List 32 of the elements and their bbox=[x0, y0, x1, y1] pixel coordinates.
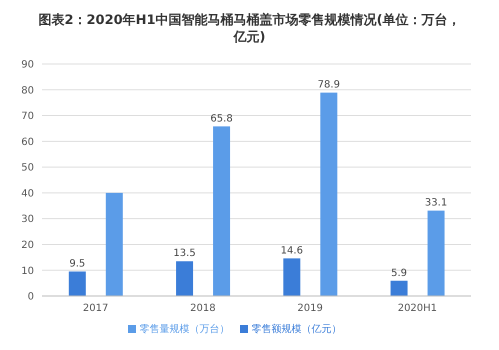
x-tick-label: 2019 bbox=[297, 303, 323, 314]
y-tick-label: 0 bbox=[28, 292, 34, 303]
y-tick-label: 50 bbox=[21, 162, 34, 174]
data-label: 33.1 bbox=[424, 198, 448, 209]
bar bbox=[176, 261, 194, 296]
x-tick-label: 2020H1 bbox=[398, 303, 438, 314]
data-label: 14.6 bbox=[280, 245, 303, 256]
bar bbox=[283, 258, 300, 296]
data-label: 78.9 bbox=[318, 80, 340, 91]
y-tick-label: 30 bbox=[21, 214, 34, 226]
bar bbox=[320, 92, 338, 296]
y-tick-label: 40 bbox=[21, 188, 34, 200]
legend-label: 零售额规模（亿元） bbox=[252, 324, 342, 335]
x-tick-label: 2018 bbox=[190, 303, 216, 314]
data-label: 65.8 bbox=[210, 113, 233, 124]
y-tick-label: 60 bbox=[21, 136, 34, 148]
y-tick-label: 70 bbox=[21, 111, 34, 122]
y-tick-label: 80 bbox=[21, 85, 34, 96]
bar bbox=[213, 126, 230, 296]
data-label: 9.5 bbox=[69, 258, 86, 270]
data-label: 13.5 bbox=[173, 248, 196, 260]
bar bbox=[68, 272, 86, 296]
y-tick-label: 10 bbox=[21, 266, 34, 277]
y-tick-label: 90 bbox=[21, 60, 34, 71]
y-tick-label: 20 bbox=[21, 240, 34, 251]
bar bbox=[390, 280, 408, 296]
x-tick-label: 2017 bbox=[82, 303, 108, 314]
data-label: 5.9 bbox=[391, 268, 408, 279]
legend-label: 零售量规模（万台） bbox=[140, 324, 230, 335]
bar bbox=[428, 210, 445, 296]
chart-title: 图表2：2020年H1中国智能马桶马桶盖市场零售规模情况(单位：万台，亿元) bbox=[37, 12, 462, 47]
bar bbox=[106, 192, 123, 296]
